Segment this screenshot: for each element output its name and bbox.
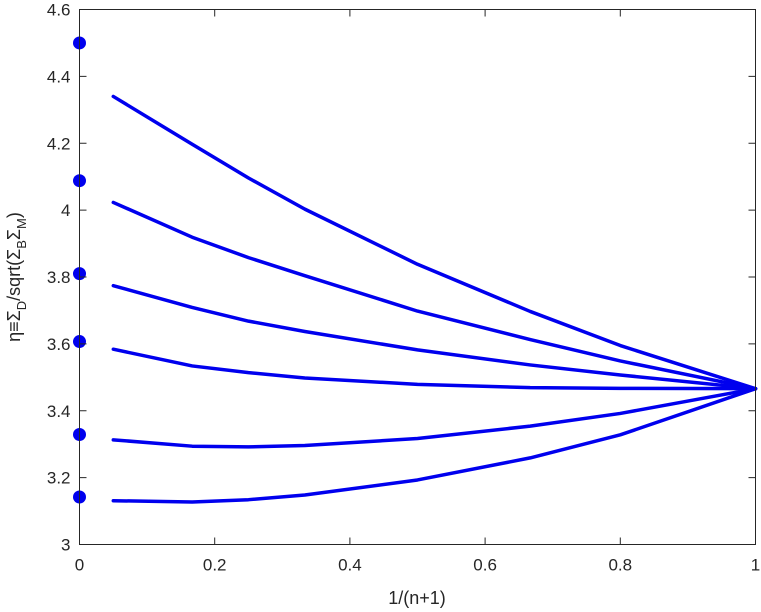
x-tick-label: 1: [751, 556, 760, 575]
y-tick-label: 4: [61, 201, 70, 220]
x-tick-label: 0.2: [203, 556, 227, 575]
plot-background: [79, 9, 756, 545]
y-tick-label: 3.2: [47, 469, 71, 488]
series-line-3: [111, 283, 758, 391]
y-tick-label: 4.2: [47, 134, 71, 153]
series-line-5: [111, 386, 758, 449]
series-layer: [111, 94, 758, 504]
y-tick-label: 3: [61, 536, 70, 555]
tick-layer: 0 0.2 0.4 0.6 0.8 1 3 3.2 3.4 3.6 3.8 4 4.2 4.4 4.6: [47, 1, 760, 575]
x-tick-label: 0: [75, 556, 84, 575]
x-tick-label: 0.4: [338, 556, 362, 575]
y-tick-label: 3.4: [47, 402, 71, 421]
x-tick-label: 0.8: [608, 556, 632, 575]
series-line-1: [111, 94, 758, 391]
y-tick-label: 4.4: [47, 67, 71, 86]
y-tick-label: 3.6: [47, 335, 71, 354]
series-line-4: [111, 347, 758, 391]
y-axis-label: η≡ΣD/sqrt(ΣBΣM): [4, 212, 29, 342]
x-tick-label: 0.6: [473, 556, 497, 575]
series-line-6: [111, 386, 758, 504]
y-tick-label: 4.6: [47, 1, 71, 20]
y-tick-label: 3.8: [47, 268, 71, 287]
series-line-2: [111, 200, 758, 391]
x-axis-label: 1/(n+1): [388, 588, 446, 608]
